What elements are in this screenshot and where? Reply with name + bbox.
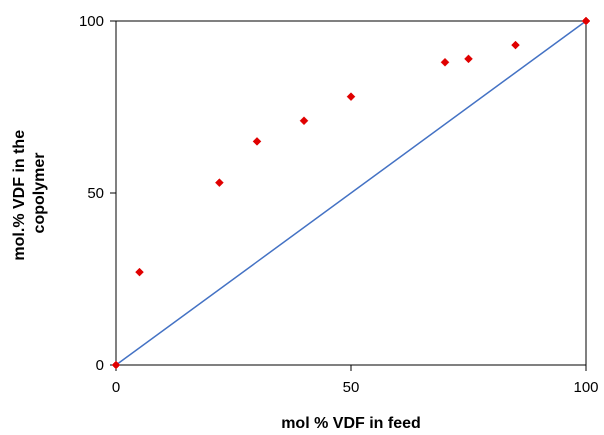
series-line-1	[115, 20, 587, 366]
y-tick-label-0: 0	[96, 357, 104, 374]
y-tick-label-2: 100	[79, 13, 104, 30]
x-axis-title: mol % VDF in feed	[281, 415, 421, 432]
series-lines	[115, 20, 587, 366]
x-tick-label-2: 100	[573, 379, 598, 396]
data-point-7	[464, 54, 473, 64]
data-point-8	[511, 40, 520, 50]
data-points	[111, 16, 591, 370]
x-tick-label-0: 0	[112, 379, 120, 396]
data-point-4	[299, 116, 309, 126]
y-axis-title-line-2: copolymer	[31, 153, 48, 234]
data-point-5	[346, 92, 356, 102]
data-point-0	[111, 360, 121, 370]
data-point-1	[135, 267, 144, 277]
y-tick-label-1: 50	[87, 185, 104, 202]
x-tick-label-1: 50	[343, 379, 360, 396]
tick-labels: 0 50 100 0 50 100	[79, 13, 599, 396]
data-point-6	[440, 57, 450, 67]
y-axis-title: mol.% VDF in the copolymer	[11, 125, 48, 260]
data-point-3	[252, 137, 262, 146]
data-point-2	[215, 178, 224, 188]
data-point-9	[581, 16, 591, 26]
y-axis-title-line-1: mol.% VDF in the	[11, 130, 28, 261]
